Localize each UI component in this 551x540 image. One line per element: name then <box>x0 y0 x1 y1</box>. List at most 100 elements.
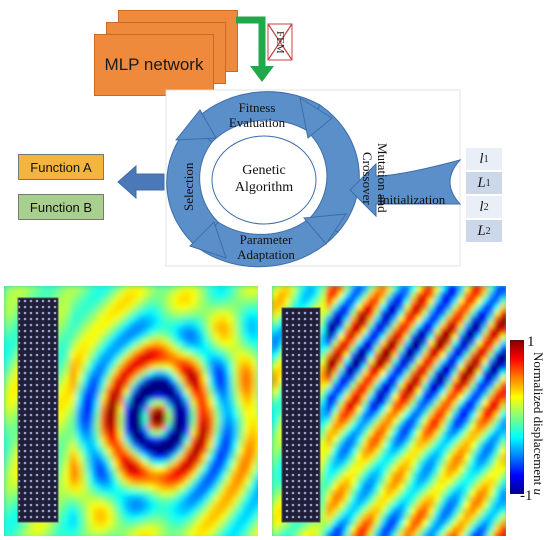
field-cell <box>374 418 381 425</box>
field-cell <box>94 334 101 341</box>
field-cell <box>332 310 339 317</box>
field-cell <box>446 430 453 437</box>
field-cell <box>458 496 465 503</box>
field-cell <box>392 328 399 335</box>
field-cell <box>124 286 131 293</box>
field-cell <box>332 526 339 533</box>
field-cell <box>118 478 125 485</box>
field-cell <box>196 508 203 515</box>
field-cell <box>154 364 161 371</box>
field-cell <box>416 334 423 341</box>
field-cell <box>148 376 155 383</box>
field-cell <box>470 514 477 521</box>
field-cell <box>356 490 363 497</box>
field-cell <box>166 436 173 443</box>
field-cell <box>118 484 125 491</box>
field-cell <box>136 346 143 353</box>
field-cell <box>226 526 233 533</box>
field-cell <box>28 520 35 527</box>
field-cell <box>226 466 233 473</box>
field-cell <box>142 298 149 305</box>
field-cell <box>494 316 501 323</box>
field-cell <box>10 424 17 431</box>
field-cell <box>452 286 459 293</box>
field-cell <box>476 520 483 527</box>
field-cell <box>440 412 447 419</box>
field-cell <box>220 478 227 485</box>
field-cell <box>476 388 483 395</box>
field-cell <box>64 454 71 461</box>
field-cell <box>272 364 279 371</box>
field-cell <box>208 472 215 479</box>
field-cell <box>190 442 197 449</box>
field-cell <box>350 520 357 527</box>
field-cell <box>494 394 501 401</box>
field-cell <box>190 292 197 299</box>
field-cell <box>88 406 95 413</box>
field-cell <box>344 430 351 437</box>
field-cell <box>434 502 441 509</box>
field-cell <box>434 394 441 401</box>
field-cell <box>106 436 113 443</box>
field-cell <box>154 448 161 455</box>
field-cell <box>452 346 459 353</box>
field-cell <box>166 478 173 485</box>
field-cell <box>422 472 429 479</box>
field-cell <box>272 508 279 515</box>
field-cell <box>392 418 399 425</box>
field-cell <box>368 376 375 383</box>
field-cell <box>94 448 101 455</box>
field-cell <box>488 520 495 527</box>
field-cell <box>82 526 89 533</box>
field-cell <box>392 304 399 311</box>
field-cell <box>64 316 71 323</box>
field-cell <box>100 472 107 479</box>
field-cell <box>320 328 327 335</box>
field-cell <box>214 316 221 323</box>
field-cell <box>416 388 423 395</box>
field-cell <box>148 346 155 353</box>
field-cell <box>494 376 501 383</box>
field-cell <box>362 460 369 467</box>
field-cell <box>214 520 221 527</box>
field-cell <box>124 304 131 311</box>
field-cell <box>112 292 119 299</box>
field-cell <box>172 310 179 317</box>
field-cell <box>446 340 453 347</box>
field-cell <box>136 484 143 491</box>
field-cell <box>100 454 107 461</box>
field-cell <box>220 496 227 503</box>
field-cell <box>500 472 506 479</box>
field-cell <box>142 322 149 329</box>
field-cell <box>238 436 245 443</box>
field-cell <box>368 442 375 449</box>
field-cell <box>428 334 435 341</box>
field-cell <box>320 520 327 527</box>
field-cell <box>386 526 393 533</box>
field-cell <box>470 316 477 323</box>
field-cell <box>410 490 417 497</box>
field-cell <box>190 352 197 359</box>
field-cell <box>350 532 357 536</box>
field-cell <box>314 526 321 533</box>
field-cell <box>94 496 101 503</box>
field-cell <box>208 418 215 425</box>
field-cell <box>470 532 477 536</box>
field-cell <box>94 466 101 473</box>
field-cell <box>434 364 441 371</box>
field-cell <box>136 364 143 371</box>
field-cell <box>4 382 11 389</box>
field-cell <box>214 292 221 299</box>
field-cell <box>386 388 393 395</box>
field-cell <box>46 532 53 536</box>
field-cell <box>130 472 137 479</box>
field-cell <box>320 286 327 293</box>
field-cell <box>368 304 375 311</box>
field-cell <box>238 328 245 335</box>
field-cell <box>422 292 429 299</box>
field-cell <box>482 430 489 437</box>
field-cell <box>94 508 101 515</box>
field-cell <box>244 526 251 533</box>
field-cell <box>70 472 77 479</box>
field-cell <box>214 382 221 389</box>
